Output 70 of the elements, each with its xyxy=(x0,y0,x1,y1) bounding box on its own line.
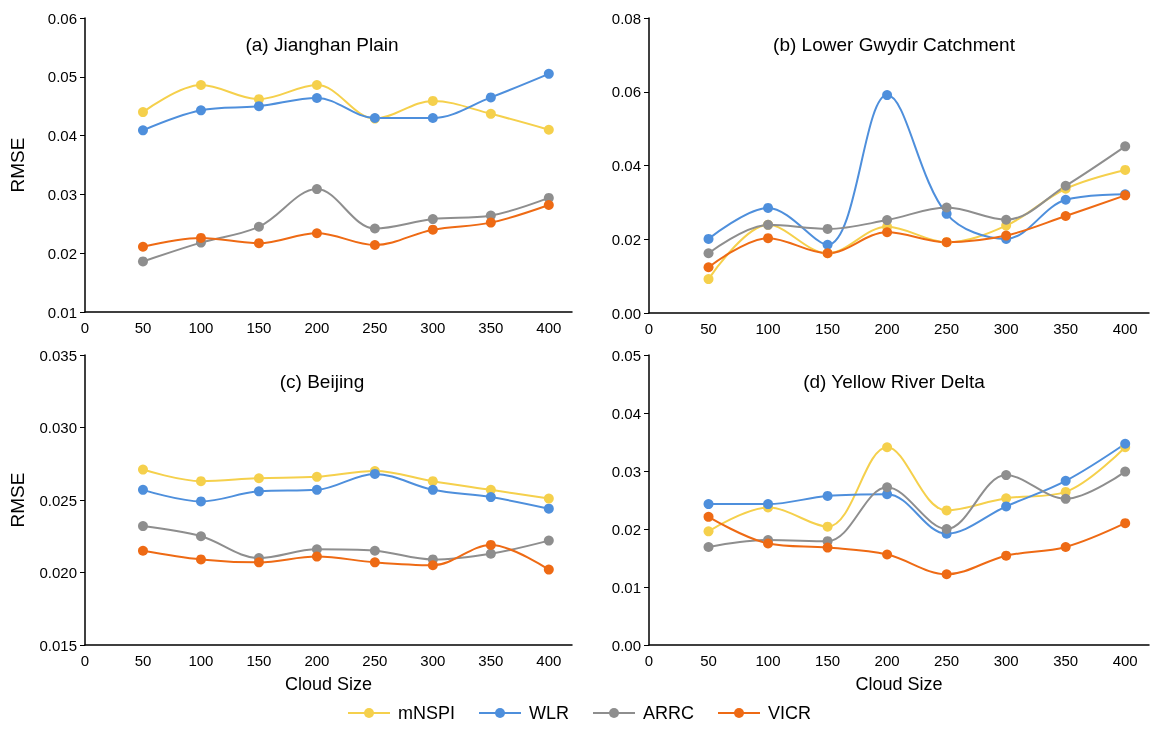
x-tick-label: 400 xyxy=(1112,320,1138,337)
y-tick-label: 0.015 xyxy=(39,636,77,654)
y-tick-label: 0.04 xyxy=(611,157,641,174)
x-tick-label: 400 xyxy=(1112,652,1138,669)
y-tick-label: 0.035 xyxy=(39,346,77,364)
text: (a) Jianghan Plain xyxy=(245,34,399,55)
x-tick-label: 100 xyxy=(188,652,214,669)
y-tick-label: 0.05 xyxy=(47,68,77,86)
x-tick-label: 50 xyxy=(700,652,717,669)
y-tick-label: 0.01 xyxy=(47,303,77,321)
x-tick-label: 350 xyxy=(1053,320,1079,337)
y-tick-label: 0.03 xyxy=(611,462,641,480)
y-tick-label: 0.08 xyxy=(611,9,641,27)
text: (c) Beijing xyxy=(279,371,365,392)
x-tick-label: 150 xyxy=(246,319,272,336)
text: (d) Yellow River Delta xyxy=(803,371,986,392)
x-tick-label: 50 xyxy=(134,319,152,336)
x-tick-label: 300 xyxy=(420,319,446,336)
text: (b) Lower Gwydir Catchment xyxy=(773,34,1016,55)
y-tick-label: 0.06 xyxy=(611,83,641,101)
y-tick-label: 0.02 xyxy=(47,244,77,262)
x-tick-label: 150 xyxy=(815,320,841,337)
x-tick-label: 400 xyxy=(536,319,562,336)
y-tick-label: 0.02 xyxy=(611,520,641,538)
x-tick-label: 200 xyxy=(304,652,330,669)
legend-label: VICR xyxy=(768,702,812,724)
y-tick-label: 0.02 xyxy=(611,230,641,248)
y-axis-title: RMSE xyxy=(7,472,28,528)
x-tick-label: 200 xyxy=(304,319,330,336)
x-tick-label: 250 xyxy=(362,319,388,336)
y-axis-title: RMSE xyxy=(7,137,28,193)
x-tick-label: 300 xyxy=(993,652,1019,669)
x-axis-title: Cloud Size xyxy=(284,674,373,694)
x-tick-label: 150 xyxy=(246,652,272,669)
legend-label: ARRC xyxy=(642,702,694,724)
legend-label: WLR xyxy=(528,702,569,724)
x-tick-label: 50 xyxy=(700,320,717,337)
legend-label: mNSPI xyxy=(397,702,455,724)
x-tick-label: 100 xyxy=(755,652,781,669)
x-tick-label: 0 xyxy=(644,320,654,337)
x-tick-label: 250 xyxy=(934,652,960,669)
x-tick-label: 300 xyxy=(420,652,446,669)
y-tick-label: 0.00 xyxy=(611,636,641,654)
x-tick-label: 150 xyxy=(815,652,841,669)
x-tick-label: 250 xyxy=(934,320,960,337)
x-tick-label: 350 xyxy=(1053,652,1079,669)
y-tick-label: 0.04 xyxy=(611,404,641,422)
x-tick-label: 200 xyxy=(874,652,900,669)
x-axis-title: Cloud Size xyxy=(855,674,943,694)
x-tick-label: 0 xyxy=(644,652,654,669)
y-tick-label: 0.020 xyxy=(39,564,77,581)
x-tick-label: 100 xyxy=(188,319,214,336)
y-tick-label: 0.06 xyxy=(47,9,77,27)
x-tick-label: 0 xyxy=(80,652,90,669)
y-tick-label: 0.04 xyxy=(47,127,77,145)
y-tick-label: 0.025 xyxy=(39,491,77,509)
x-tick-label: 50 xyxy=(134,652,152,669)
y-tick-label: 0.03 xyxy=(47,185,77,203)
x-tick-label: 400 xyxy=(536,652,562,669)
y-tick-label: 0.05 xyxy=(611,346,641,364)
x-tick-label: 0 xyxy=(80,319,90,336)
y-tick-label: 0.01 xyxy=(611,578,641,596)
x-tick-label: 250 xyxy=(362,652,388,669)
x-tick-label: 300 xyxy=(993,320,1019,337)
x-tick-label: 350 xyxy=(478,319,504,336)
y-tick-label: 0.030 xyxy=(39,419,77,436)
x-tick-label: 350 xyxy=(478,652,504,669)
y-tick-label: 0.00 xyxy=(611,304,641,322)
x-tick-label: 100 xyxy=(755,320,781,337)
x-tick-label: 200 xyxy=(874,320,900,337)
